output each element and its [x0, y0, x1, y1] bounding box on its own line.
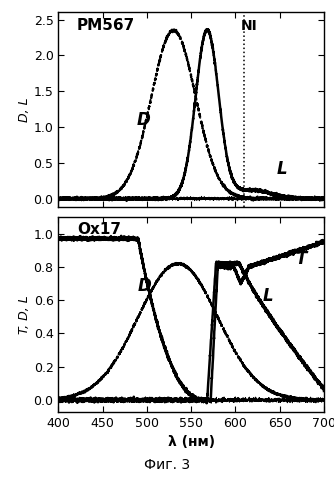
Text: T: T	[295, 250, 306, 267]
Text: NI: NI	[240, 19, 257, 33]
X-axis label: λ (нм): λ (нм)	[168, 435, 215, 449]
Text: D: D	[137, 111, 151, 129]
Text: Ox17: Ox17	[77, 223, 121, 238]
Text: D: D	[138, 277, 152, 295]
Text: Фиг. 3: Фиг. 3	[144, 458, 190, 472]
Y-axis label: T, D, L: T, D, L	[18, 295, 31, 334]
Text: PM567: PM567	[77, 18, 135, 33]
Text: L: L	[263, 287, 274, 305]
Y-axis label: D, L: D, L	[18, 97, 31, 122]
Text: L: L	[276, 160, 287, 178]
